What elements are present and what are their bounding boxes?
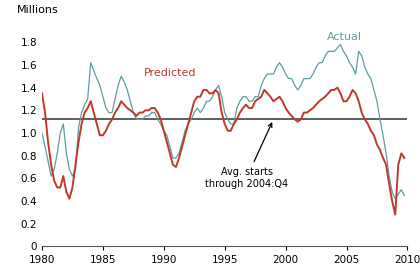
Text: Avg. starts
through 2004:Q4: Avg. starts through 2004:Q4 bbox=[205, 123, 288, 189]
Text: Millions: Millions bbox=[16, 5, 58, 15]
Text: Actual: Actual bbox=[327, 32, 362, 42]
Text: Predicted: Predicted bbox=[144, 68, 196, 78]
